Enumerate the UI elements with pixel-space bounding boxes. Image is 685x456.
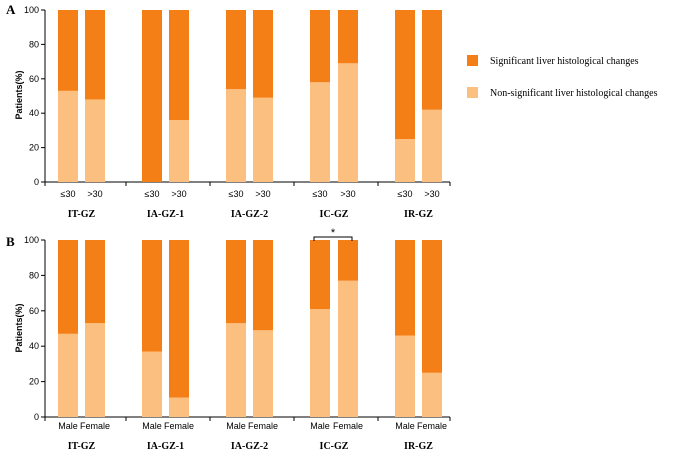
y-tick-label: 80 bbox=[29, 39, 39, 49]
subcategory-label: Male bbox=[395, 421, 415, 431]
bar-non-significant bbox=[226, 89, 246, 182]
bar-non-significant bbox=[338, 63, 358, 182]
y-tick-label: 0 bbox=[34, 412, 39, 422]
bar-non-significant bbox=[85, 99, 105, 182]
subcategory-label: >30 bbox=[340, 189, 355, 199]
bar-non-significant bbox=[169, 120, 189, 182]
group-label: IA-GZ-2 bbox=[231, 441, 268, 452]
bar-non-significant bbox=[142, 351, 162, 417]
bar-non-significant bbox=[253, 97, 273, 182]
legend: Significant liver histological changes N… bbox=[467, 55, 658, 99]
y-tick-label: 20 bbox=[29, 377, 39, 387]
group-label: IC-GZ bbox=[320, 209, 349, 220]
subcategory-label: ≤30 bbox=[229, 189, 244, 199]
subcategory-label: >30 bbox=[87, 189, 102, 199]
subcategory-label: ≤30 bbox=[313, 189, 328, 199]
panel-label-a: A bbox=[6, 2, 16, 17]
bar-non-significant bbox=[58, 90, 78, 182]
bar-significant bbox=[142, 240, 162, 352]
bar-significant bbox=[310, 10, 330, 83]
subcategory-label: Female bbox=[333, 421, 363, 431]
subcategory-label: ≤30 bbox=[398, 189, 413, 199]
group-label: IA-GZ-1 bbox=[147, 441, 184, 452]
significance-marker: * bbox=[331, 227, 336, 239]
bar-significant bbox=[338, 10, 358, 64]
legend-label-significant: Significant liver histological changes bbox=[490, 56, 639, 67]
bar-non-significant bbox=[58, 333, 78, 417]
y-tick-label: 60 bbox=[29, 74, 39, 84]
subcategory-label: Female bbox=[80, 421, 110, 431]
bar-significant bbox=[58, 10, 78, 91]
subcategory-label: >30 bbox=[171, 189, 186, 199]
subcategory-label: Male bbox=[226, 421, 246, 431]
bar-non-significant bbox=[85, 323, 105, 417]
group-label: IA-GZ-2 bbox=[231, 209, 268, 220]
subcategory-label: Female bbox=[248, 421, 278, 431]
subcategory-label: >30 bbox=[255, 189, 270, 199]
y-tick-label: 60 bbox=[29, 306, 39, 316]
subcategory-label: ≤30 bbox=[145, 189, 160, 199]
bar-significant bbox=[85, 10, 105, 100]
subcategory-label: Male bbox=[58, 421, 78, 431]
bar-significant bbox=[142, 10, 162, 182]
bar-non-significant bbox=[422, 372, 442, 417]
bar-significant bbox=[169, 240, 189, 398]
bar-significant bbox=[253, 240, 273, 331]
subcategory-label: >30 bbox=[424, 189, 439, 199]
y-tick-label: 20 bbox=[29, 143, 39, 153]
bar-significant bbox=[310, 240, 330, 310]
bar-significant bbox=[85, 240, 105, 324]
ylabel-b: Patients(%) bbox=[14, 303, 24, 352]
bar-non-significant bbox=[338, 280, 358, 417]
y-tick-label: 80 bbox=[29, 270, 39, 280]
subcategory-label: Female bbox=[164, 421, 194, 431]
group-label: IT-GZ bbox=[68, 209, 96, 220]
y-tick-label: 0 bbox=[34, 177, 39, 187]
bar-non-significant bbox=[310, 309, 330, 417]
subcategory-label: Male bbox=[142, 421, 162, 431]
bar-non-significant bbox=[253, 330, 273, 417]
y-tick-label: 40 bbox=[29, 341, 39, 351]
legend-swatch-significant bbox=[467, 55, 478, 66]
legend-swatch-non-significant bbox=[467, 87, 478, 98]
y-tick-label: 100 bbox=[24, 5, 39, 15]
bar-non-significant bbox=[395, 139, 415, 182]
group-label: IT-GZ bbox=[68, 441, 96, 452]
bar-significant bbox=[338, 240, 358, 281]
group-label: IC-GZ bbox=[320, 441, 349, 452]
bar-significant bbox=[226, 10, 246, 90]
bar-significant bbox=[253, 10, 273, 98]
bar-non-significant bbox=[226, 323, 246, 417]
bar-non-significant bbox=[395, 335, 415, 417]
subcategory-label: Male bbox=[310, 421, 330, 431]
bar-significant bbox=[422, 240, 442, 373]
ylabel-a: Patients(%) bbox=[14, 70, 24, 119]
legend-label-non-significant: Non-significant liver histological chang… bbox=[490, 88, 658, 99]
subcategory-label: ≤30 bbox=[61, 189, 76, 199]
y-tick-label: 40 bbox=[29, 108, 39, 118]
bar-significant bbox=[226, 240, 246, 324]
group-label: IA-GZ-1 bbox=[147, 209, 184, 220]
bar-non-significant bbox=[422, 109, 442, 182]
bar-significant bbox=[58, 240, 78, 334]
bar-significant bbox=[169, 10, 189, 121]
bar-non-significant bbox=[310, 82, 330, 182]
bar-significant bbox=[422, 10, 442, 110]
group-label: IR-GZ bbox=[404, 441, 433, 452]
panel-label-b: B bbox=[6, 234, 15, 249]
bar-significant bbox=[395, 240, 415, 336]
significance-bracket bbox=[313, 236, 353, 241]
y-tick-label: 100 bbox=[24, 235, 39, 245]
bar-non-significant bbox=[169, 397, 189, 417]
bar-significant bbox=[395, 10, 415, 139]
group-label: IR-GZ bbox=[404, 209, 433, 220]
chart-panel-a: 0 20 40 60 80 100 ≤30 >30 IT-GZ ≤30 >30 IA-GZ-1 ≤30 >… bbox=[24, 5, 451, 220]
subcategory-label: Female bbox=[417, 421, 447, 431]
